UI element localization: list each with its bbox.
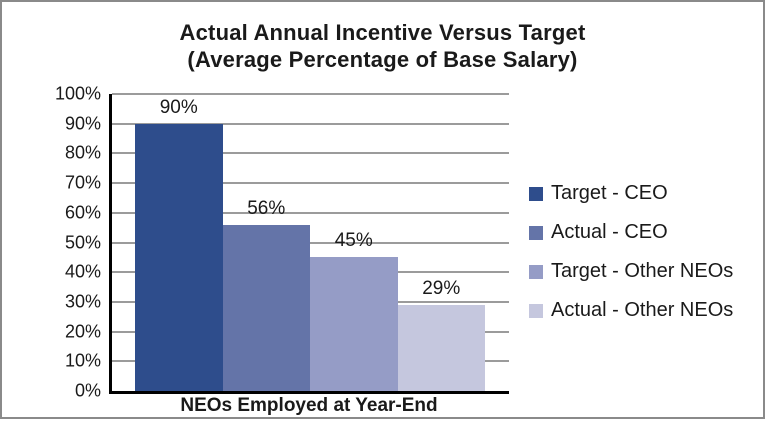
legend-swatch-icon	[529, 225, 543, 240]
gridline-50	[112, 241, 509, 244]
bar-value-label-target-other-neos: 45%	[334, 230, 373, 252]
legend-swatch-icon	[529, 303, 543, 318]
gridline-70	[112, 182, 509, 185]
bar-value-label-actual-other-neos: 29%	[422, 277, 461, 299]
legend-label: Target - CEO	[551, 182, 668, 204]
legend-item-target-other-neos: Target - Other NEOs	[529, 252, 733, 291]
plot-area: 90% 56% 45% 29%	[109, 93, 509, 394]
bar-target-other-neos	[310, 257, 398, 391]
y-axis-tick-label: 0%	[74, 380, 101, 401]
y-axis-tick-label: 70%	[64, 172, 101, 193]
chart-title-line2: (Average Percentage of Base Salary)	[187, 47, 578, 72]
bar-actual-other-neos	[397, 304, 485, 391]
legend-label: Actual - CEO	[551, 221, 668, 243]
y-axis-tick-labels: 0% 10% 20% 30% 40% 50% 60% 70% 80% 90% 100%	[2, 84, 101, 401]
legend-swatch-icon	[529, 186, 543, 201]
legend-item-target-ceo: Target - CEO	[529, 174, 733, 213]
chart-title: Actual Annual Incentive Versus Target (A…	[2, 19, 763, 73]
y-axis-tick-label: 60%	[64, 202, 101, 223]
gridline-100	[112, 93, 509, 95]
legend-item-actual-ceo: Actual - CEO	[529, 213, 733, 252]
bar-actual-ceo	[222, 224, 310, 391]
legend-item-actual-other-neos: Actual - Other NEOs	[529, 291, 733, 330]
gridline-80	[112, 152, 509, 155]
y-axis-tick-label: 20%	[64, 321, 101, 342]
y-axis-tick-label: 80%	[64, 142, 101, 163]
legend-swatch-icon	[529, 264, 543, 279]
legend: Target - CEO Actual - CEO Target - Other N…	[529, 174, 733, 330]
legend-label: Target - Other NEOs	[551, 260, 734, 282]
gridline-60	[112, 211, 509, 214]
legend-label: Actual - Other NEOs	[551, 299, 734, 321]
y-axis-tick-label: 10%	[64, 350, 101, 371]
y-axis-tick-label: 40%	[64, 261, 101, 282]
y-axis-tick-label: 30%	[64, 291, 101, 312]
y-axis-tick-label: 90%	[64, 113, 101, 134]
bar-value-label-target-ceo: 90%	[159, 96, 198, 118]
bar-value-label-actual-ceo: 56%	[247, 197, 286, 219]
bar-target-ceo	[135, 123, 223, 391]
y-axis-tick-label: 100%	[54, 83, 101, 104]
gridline-90	[112, 122, 509, 125]
chart-title-line1: Actual Annual Incentive Versus Target	[179, 20, 586, 45]
x-axis-label: NEOs Employed at Year-End	[180, 395, 438, 416]
y-axis-tick-label: 50%	[64, 232, 101, 252]
